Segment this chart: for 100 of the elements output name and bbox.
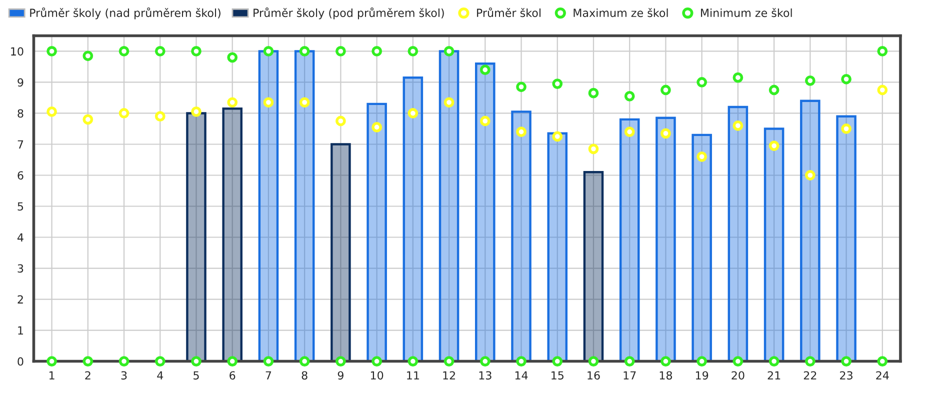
point xyxy=(660,128,671,139)
bar xyxy=(692,134,712,362)
point xyxy=(118,46,130,56)
point xyxy=(444,97,454,108)
point xyxy=(660,356,671,366)
x-tick-label: 6 xyxy=(230,371,236,380)
x-tick-label: 2 xyxy=(85,371,90,380)
point xyxy=(768,140,780,151)
x-tick-label: 19 xyxy=(696,371,708,380)
point xyxy=(82,50,94,62)
y-tick-label: 8 xyxy=(18,109,24,118)
bar xyxy=(511,110,532,362)
point xyxy=(877,84,888,96)
x-tick-label: 4 xyxy=(157,371,164,380)
point xyxy=(82,114,94,125)
point xyxy=(624,356,635,366)
x-tick-label: 22 xyxy=(804,371,816,380)
point xyxy=(263,97,274,108)
point xyxy=(154,356,166,366)
point xyxy=(118,356,130,366)
y-tick-label: 5 xyxy=(18,202,24,211)
x-tick-label: 15 xyxy=(552,371,564,380)
bar xyxy=(764,128,784,362)
point xyxy=(696,356,708,366)
bar xyxy=(186,112,206,362)
point xyxy=(516,82,526,92)
point xyxy=(191,106,202,117)
bar xyxy=(475,62,496,362)
point xyxy=(732,120,744,131)
y-tick-label: 10 xyxy=(11,47,24,56)
point xyxy=(696,151,708,162)
point xyxy=(263,356,274,366)
point xyxy=(263,46,274,56)
bar xyxy=(583,171,604,362)
point xyxy=(480,116,490,126)
bar xyxy=(728,106,748,362)
point xyxy=(372,46,382,56)
x-tick-label: 7 xyxy=(266,371,272,380)
bar xyxy=(402,76,424,362)
point xyxy=(768,84,780,96)
point xyxy=(877,356,888,366)
point xyxy=(336,116,346,126)
legend-label: Maximum ze škol xyxy=(574,8,668,18)
point xyxy=(408,46,418,56)
x-tick-label: 16 xyxy=(588,371,600,380)
point xyxy=(732,356,744,366)
point xyxy=(118,108,130,118)
point xyxy=(227,52,238,63)
x-tick-label: 23 xyxy=(840,371,852,380)
point xyxy=(408,356,418,366)
point xyxy=(552,131,563,142)
x-tick-label: 24 xyxy=(876,371,889,380)
point xyxy=(408,108,418,118)
bar xyxy=(330,143,351,362)
point xyxy=(877,46,888,56)
y-tick-label: 7 xyxy=(18,140,24,148)
point xyxy=(552,78,563,89)
bar xyxy=(294,50,315,362)
x-tick-label: 20 xyxy=(732,371,744,380)
point xyxy=(516,356,526,366)
x-tick-label: 10 xyxy=(370,371,384,380)
bar xyxy=(656,116,676,362)
x-tick-label: 18 xyxy=(660,371,672,380)
y-tick-label: 2 xyxy=(18,295,23,304)
point xyxy=(768,356,780,366)
point xyxy=(804,170,816,180)
bar xyxy=(222,107,242,362)
point xyxy=(588,144,599,154)
bar xyxy=(366,102,387,362)
point xyxy=(46,356,57,366)
point xyxy=(660,84,671,96)
point xyxy=(299,356,310,366)
point xyxy=(227,356,238,366)
point xyxy=(82,356,94,366)
y-tick-label: 0 xyxy=(18,357,24,366)
bar xyxy=(836,115,856,362)
point xyxy=(480,64,490,76)
bar xyxy=(438,50,460,362)
point xyxy=(299,46,310,56)
point xyxy=(588,88,599,98)
point xyxy=(227,97,238,108)
y-tick-label: 4 xyxy=(17,233,24,242)
point xyxy=(841,356,852,366)
point xyxy=(804,75,816,86)
point xyxy=(516,126,526,138)
y-tick-label: 1 xyxy=(18,326,23,334)
point xyxy=(841,74,852,84)
x-tick-label: 21 xyxy=(768,371,780,380)
legend-label: Průměr škol xyxy=(477,7,540,18)
point xyxy=(732,72,744,83)
point xyxy=(624,126,635,138)
x-tick-label: 3 xyxy=(121,371,127,380)
point xyxy=(299,97,310,108)
point xyxy=(46,106,57,117)
point xyxy=(154,46,166,56)
bar xyxy=(547,132,568,362)
point xyxy=(444,46,454,56)
bar xyxy=(258,50,279,362)
point xyxy=(624,90,635,102)
point xyxy=(444,356,454,366)
